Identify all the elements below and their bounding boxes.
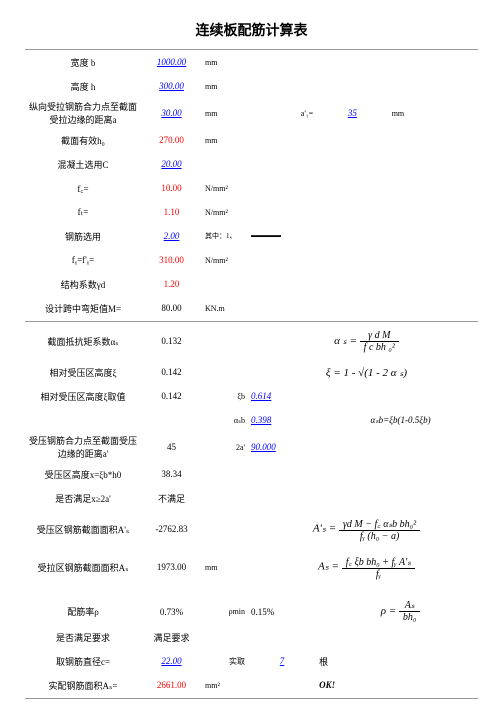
- extra-value: 0.15%: [248, 598, 316, 625]
- unit: N/mm²: [202, 248, 248, 272]
- value: 不满足: [141, 486, 202, 510]
- value: 0.132: [141, 322, 202, 361]
- extra-value: 90.000: [248, 432, 316, 462]
- value: 30.00: [141, 98, 202, 128]
- unit: mm: [202, 128, 248, 152]
- label: 截面有效h₀: [25, 128, 141, 152]
- label: fₜ=: [25, 200, 141, 224]
- value: -2762.83: [141, 510, 202, 548]
- value: 满足要求: [141, 625, 202, 649]
- value: 45: [141, 432, 202, 462]
- label: f꜀=: [25, 176, 141, 200]
- formula: Aₛ = f꜀ ξb bh₀ + fᵧ A'ₛfᵧ: [248, 548, 478, 586]
- value: 310.00: [141, 248, 202, 272]
- label: 宽度 b: [25, 50, 141, 75]
- label: 高度 h: [25, 74, 141, 98]
- label: 纵向受拉钢筋合力点至截面受拉边缘的距离a: [25, 98, 141, 128]
- value: 38.34: [141, 462, 202, 486]
- label: fᵧ=f'ᵧ=: [25, 248, 141, 272]
- unit: KN.m: [202, 296, 248, 320]
- label: 结构系数γd: [25, 272, 141, 296]
- extra-label: ρmin: [202, 598, 248, 625]
- extra-unit: mm: [389, 98, 478, 128]
- unit: N/mm²: [202, 200, 248, 224]
- extra-label: 实取: [202, 649, 248, 673]
- formula: αₛb=ξb(1-0.5ξb): [316, 408, 478, 432]
- label: 取钢筋直径c=: [25, 649, 141, 673]
- label: 是否满足要求: [25, 625, 141, 649]
- value: 1.20: [141, 272, 202, 296]
- extra-value: 35: [316, 98, 389, 128]
- label: 配筋率ρ: [25, 598, 141, 625]
- value: 1000.00: [141, 50, 202, 75]
- extra-value: 0.398: [248, 408, 316, 432]
- extra-unit: 根: [316, 649, 389, 673]
- extra-value: 0.614: [248, 384, 316, 408]
- label: 是否满足x≥2a': [25, 486, 141, 510]
- formula: A'ₛ = γd M − f꜀ αₛb bh₀²fᵧ (h₀ − a): [248, 510, 478, 548]
- extra-label: ξb: [202, 384, 248, 408]
- extra-value: 7: [248, 649, 316, 673]
- page-title: 连续板配筋计算表: [25, 20, 478, 40]
- label: 钢筋选用: [25, 224, 141, 248]
- label: 相对受压区高度ξ: [25, 360, 141, 384]
- unit: mm: [202, 548, 248, 586]
- value: 2.00: [141, 224, 202, 248]
- label: 受拉区钢筋截面面积Aₛ: [25, 548, 141, 586]
- label: 设计跨中弯矩值M=: [25, 296, 141, 320]
- value: 80.00: [141, 296, 202, 320]
- value: 10.00: [141, 176, 202, 200]
- extra-label: 2a': [202, 432, 248, 462]
- value: 22.00: [141, 649, 202, 673]
- calc-table: 宽度 b 1000.00 mm 高度 h 300.00 mm 纵向受拉钢筋合力点…: [25, 48, 478, 699]
- value: 0.142: [141, 360, 202, 384]
- extra-label: αₛb: [202, 408, 248, 432]
- status-ok: OK!: [316, 673, 478, 697]
- unit: mm: [202, 50, 248, 75]
- label: 受压钢筋合力点至截面受压边缘的距离a': [25, 432, 141, 462]
- unit: mm²: [202, 673, 248, 697]
- value: 0.73%: [141, 598, 202, 625]
- unit: mm: [202, 74, 248, 98]
- unit: N/mm²: [202, 176, 248, 200]
- label: 截面抵抗矩系数αₛ: [25, 322, 141, 361]
- value: 270.00: [141, 128, 202, 152]
- value: 0.142: [141, 384, 202, 408]
- value: 20.00: [141, 152, 202, 176]
- unit: mm: [202, 98, 248, 128]
- label: 实配钢筋面积Aₛ=: [25, 673, 141, 697]
- formula: ρ = Aₛbh₀: [316, 598, 478, 625]
- label: 混凝土选用C: [25, 152, 141, 176]
- label: 相对受压区高度ξ取值: [25, 384, 141, 408]
- unit: 其中：1、: [202, 224, 248, 248]
- formula: ξ = 1 - √(1 - 2 α ₛ): [248, 360, 478, 384]
- value: 1973.00: [141, 548, 202, 586]
- value: 300.00: [141, 74, 202, 98]
- value: 1.10: [141, 200, 202, 224]
- value: 2661.00: [141, 673, 202, 697]
- label: 受压区高度x=ξb*h0: [25, 462, 141, 486]
- formula: α ₛ = γ d Mf c bh ₀²: [248, 322, 478, 361]
- label: 受压区钢筋截面面积A'ₛ: [25, 510, 141, 548]
- extra-label: a'₁=: [248, 98, 316, 128]
